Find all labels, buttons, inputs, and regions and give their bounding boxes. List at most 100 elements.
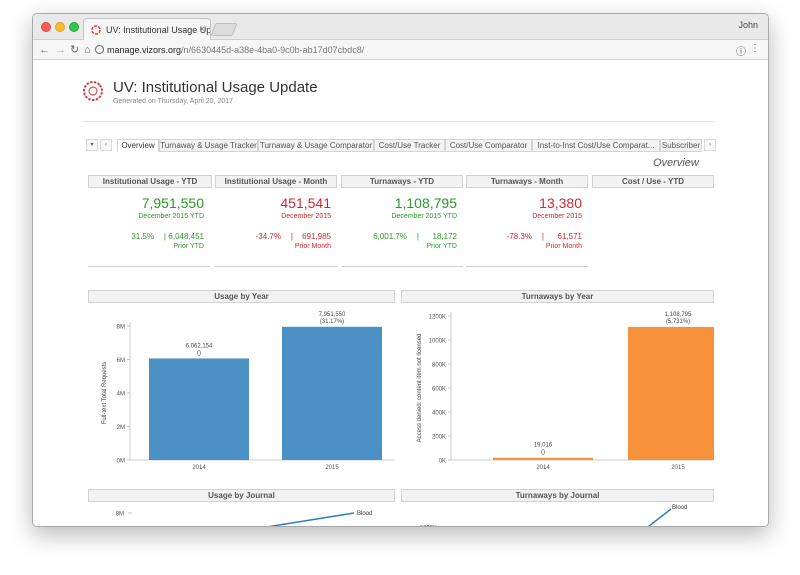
usage-by-journal-header: Usage by Journal <box>88 489 395 502</box>
page-title: UV: Institutional Usage Update <box>113 79 318 96</box>
kpi-header-turnaways-ytd: Turnaways - YTD <box>341 175 463 188</box>
url-domain: manage.vizors.org <box>107 45 182 55</box>
browser-tab[interactable]: UV: Institutional Usage Update × <box>83 18 211 40</box>
bar-2014 <box>149 358 249 460</box>
y-tick-label: 800K <box>432 363 446 369</box>
kpi-prior-value: 6,048,451 <box>168 232 204 241</box>
tab-scroll-left-icon[interactable]: ‹ <box>100 139 112 151</box>
series-label: Blood <box>357 511 372 517</box>
title-bar: UV: Institutional Usage Update × John <box>33 14 768 40</box>
y-tick-label: 6M <box>117 358 125 364</box>
x-tick-label: 2015 <box>671 465 685 471</box>
profile-name[interactable]: John <box>738 20 758 30</box>
y-tick-label: 600K <box>432 387 446 393</box>
kpi-value: 7,951,550 <box>141 195 204 211</box>
y-tick-label: 4M <box>117 392 125 398</box>
tab-subscriber[interactable]: Subscriber <box>660 139 702 152</box>
tab-cost-use-comparator[interactable]: Cost/Use Comparator <box>445 139 532 152</box>
kpi-value: 13,380 <box>539 195 582 211</box>
series-line <box>268 512 355 526</box>
data-sublabel: (31.17%) <box>320 319 344 325</box>
y-tick-label: 1200K <box>429 315 446 321</box>
data-label: 6,062,154 <box>186 343 213 349</box>
tab-title: UV: Institutional Usage Update <box>106 25 211 35</box>
kpi-change-percent: 6,001.7% <box>373 232 407 241</box>
kpi-turnaways-ytd: 1,108,795 December 2015 YTD 6,001.7% | 1… <box>341 192 463 267</box>
tab-cost-use-tracker[interactable]: Cost/Use Tracker <box>374 139 445 152</box>
new-tab-button[interactable] <box>210 23 238 36</box>
tab-list-dropdown-icon[interactable]: ▾ <box>86 139 98 151</box>
header-divider <box>82 121 714 122</box>
x-tick-label: 2014 <box>536 465 550 471</box>
kpi-separator: | <box>163 232 166 241</box>
x-tick-label: 2014 <box>192 465 206 471</box>
bar-2014 <box>493 457 593 460</box>
series-label: Blood <box>672 505 687 511</box>
y-axis-title: Access denied: content item not licensed <box>417 334 423 443</box>
y-tick-label: 1000K <box>429 339 446 345</box>
kpi-separator: | <box>416 232 419 241</box>
data-label: 7,951,550 <box>319 312 346 318</box>
tab-turnaway-usage-comparator[interactable]: Turnaway & Usage Comparator <box>258 139 374 152</box>
reload-icon[interactable]: ↻ <box>70 44 80 56</box>
vizors-favicon-icon <box>91 25 101 35</box>
kpi-value: 451,541 <box>280 195 331 211</box>
kpi-header-usage-month: Institutional Usage - Month <box>215 175 337 188</box>
kebab-menu-icon[interactable]: ⋮ <box>750 43 760 54</box>
tab-overview[interactable]: Overview <box>117 139 159 152</box>
tab-scroll-right-icon[interactable]: › <box>704 139 716 151</box>
kpi-turnaways-month: 13,380 December 2015 -78.3% | 61,571 Pri… <box>466 192 588 267</box>
data-sublabel: (5,731%) <box>666 319 690 325</box>
y-tick-label: 0K <box>439 459 446 465</box>
close-window-button[interactable] <box>41 22 51 32</box>
dashboard-tab-strip: ▾ ‹ Overview Turnaway & Usage Tracker Tu… <box>86 139 716 152</box>
arrow-left-icon[interactable]: ← <box>39 44 50 56</box>
info-icon[interactable]: ⓘ <box>736 47 746 58</box>
home-icon[interactable]: ⌂ <box>84 44 91 56</box>
page-info-icon[interactable] <box>95 45 104 54</box>
kpi-separator: | <box>541 232 544 241</box>
tab-turnaway-usage-tracker[interactable]: Turnaway & Usage Tracker <box>159 139 258 152</box>
turnaways-by-journal-chart: 1000K Blood <box>420 505 687 526</box>
y-tick-label: 2M <box>117 425 125 431</box>
url-path: /n/6630445d-a38e-4ba0-9c0b-ab17d07cbdc8/ <box>181 45 365 55</box>
kpi-prior-label: Prior YTD <box>173 243 204 250</box>
kpi-period: December 2015 <box>281 213 331 220</box>
minimize-window-button[interactable] <box>55 22 65 32</box>
kpi-header-cost-use-ytd: Cost / Use - YTD <box>592 175 714 188</box>
generated-prefix: Generated on <box>113 98 156 105</box>
kpi-prior-label: Prior Month <box>294 243 331 250</box>
tab-inst-to-inst-cost-use[interactable]: Inst-to-Inst Cost/Use Comparat... <box>532 139 660 152</box>
y-tick-label: 0M <box>117 459 125 465</box>
kpi-period: December 2015 <box>532 213 582 220</box>
kpi-prior-value: 18,172 <box>432 232 457 241</box>
page-content: UV: Institutional Usage Update Generated… <box>33 61 768 526</box>
y-tick-label: 400K <box>432 411 446 417</box>
kpi-period: December 2015 YTD <box>391 213 457 220</box>
kpi-change-percent: -78.3% <box>506 232 532 241</box>
bar-2015 <box>628 326 714 460</box>
bar-2015 <box>282 326 382 460</box>
zoom-window-button[interactable] <box>69 22 79 32</box>
address-bar[interactable]: manage.vizors.org/n/6630445d-a38e-4ba0-9… <box>95 42 735 58</box>
usage-by-year-chart: 0M 2M 4M 6M 8M Full-text Total Requests 6,062,… <box>102 312 395 471</box>
kpi-prior-label: Prior YTD <box>426 243 457 250</box>
turnaways-by-year-header: Turnaways by Year <box>401 290 714 303</box>
kpi-header-turnaways-month: Turnaways - Month <box>466 175 588 188</box>
vizors-logo-icon <box>83 81 103 101</box>
kpi-change-percent: -34.7% <box>255 232 281 241</box>
usage-by-year-header: Usage by Year <box>88 290 395 303</box>
y-axis-title: Full-text Total Requests <box>102 362 108 425</box>
data-sublabel: () <box>197 350 201 356</box>
browser-window: UV: Institutional Usage Update × John ← … <box>32 13 769 527</box>
kpi-usage-ytd: 7,951,550 December 2015 YTD 31.5% | 6,04… <box>88 192 210 267</box>
arrow-right-icon[interactable]: → <box>55 44 66 56</box>
generated-date-value: Thursday, April 20, 2017 <box>157 98 233 105</box>
data-label: 1,108,795 <box>665 312 692 318</box>
kpi-change-percent: 31.5% <box>131 232 154 241</box>
close-tab-icon[interactable]: × <box>199 24 205 34</box>
y-tick-label: 8M <box>117 325 125 331</box>
browser-toolbar: ← → ↻ ⌂ manage.vizors.org/n/6630445d-a38… <box>33 40 768 60</box>
series-line <box>647 508 672 526</box>
section-title: Overview <box>653 157 699 169</box>
